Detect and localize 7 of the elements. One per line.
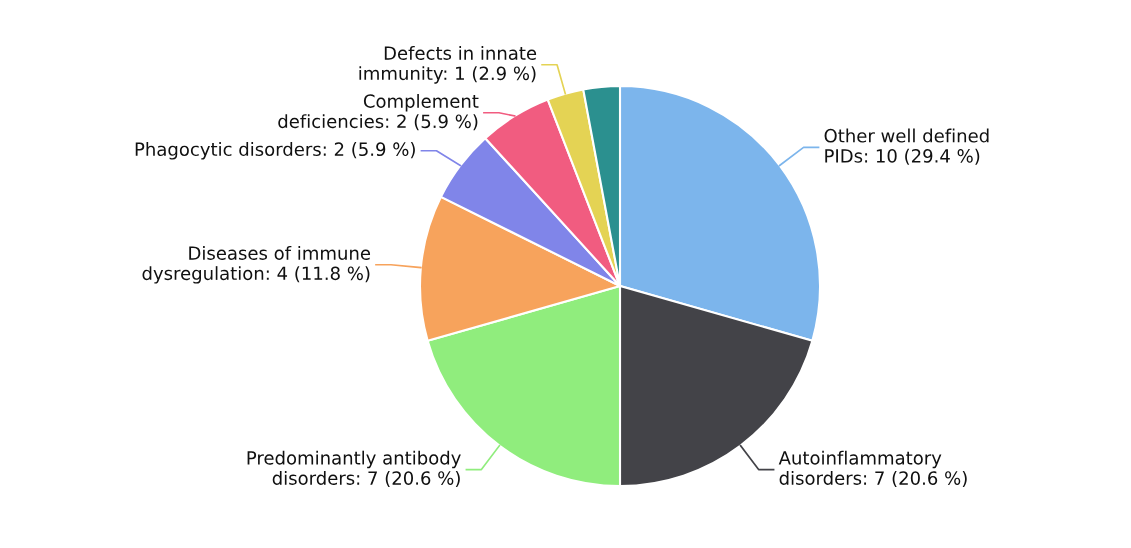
slice-label: Other well defined PIDs: 10 (29.4 %): [824, 128, 989, 165]
slice-label: Diseases of immune dysregulation: 4 (11.8 %): [142, 245, 371, 284]
slice-label: Defects in innate immunity: 1 (2.9 %): [359, 45, 537, 84]
slice-label: Autoinflammatory disorders: 7 (20.6 %): [778, 450, 967, 488]
slice-label: Phagocytic disorders: 2 (5.9 %): [135, 142, 415, 160]
slice-label: Complement deficiencies: 2 (5.9 %): [278, 93, 479, 131]
slice-label: Predominantly antibody disorders: 7 (20.6 %): [247, 450, 461, 488]
